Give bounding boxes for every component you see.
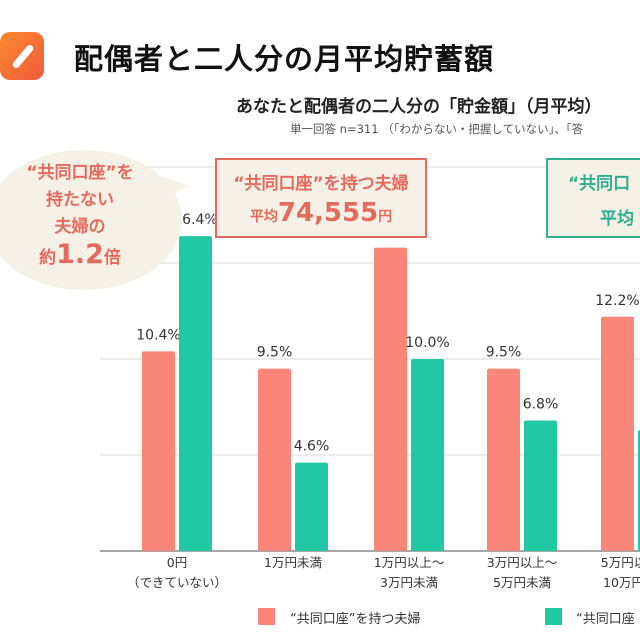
data-label: 16.4%	[173, 212, 217, 228]
x-tick-label: 0円	[167, 555, 187, 570]
x-tick-label: 10万円未満	[603, 575, 640, 590]
data-label: 10.0%	[405, 335, 449, 351]
bubble-suffix: 倍	[103, 248, 121, 268]
legend-swatch-coral	[258, 608, 275, 625]
x-tick-label: 1万円以上～	[374, 555, 444, 570]
bar-teal	[295, 462, 328, 551]
bubble-line3: 夫婦の	[54, 217, 106, 237]
teal-average-box: “共同口 平均	[546, 158, 640, 238]
data-label: 9.5%	[486, 345, 522, 361]
bar-coral	[487, 368, 520, 551]
page-title: 配偶者と二人分の月平均貯蓄額	[74, 42, 495, 76]
coral-box-unit: 円	[378, 209, 393, 225]
coral-box-amount: 74,555	[277, 198, 379, 228]
x-tick-label: 3万円以上～	[487, 555, 557, 570]
bar-coral	[601, 316, 634, 551]
data-label: 10.4%	[136, 327, 180, 343]
teal-box-label: “共同口	[568, 174, 631, 194]
legend-swatch-teal	[545, 608, 562, 625]
x-tick-label: （できていない）	[127, 575, 227, 590]
x-tick-label: 3万円未満	[380, 575, 438, 590]
data-label: 4.6%	[294, 439, 330, 455]
coral-box-prefix: 平均	[249, 209, 278, 225]
chart-subtitle: 単一回答 n=311 （「わからない・把握していない」、「答	[290, 122, 584, 136]
teal-box-prefix: 平均	[600, 209, 634, 229]
bar-teal	[411, 359, 444, 551]
bubble-prefix: 約	[39, 248, 57, 268]
x-tick-label: 5万円以上～	[601, 555, 640, 570]
bar-teal	[179, 236, 212, 551]
coral-box-label: “共同口座”を持つ夫婦	[233, 174, 409, 194]
data-label: 6.8%	[523, 396, 559, 412]
x-tick-label: 5万円未満	[493, 575, 551, 590]
pencil-icon	[0, 32, 44, 80]
bar-coral	[374, 247, 407, 551]
bubble-text: “共同口座”を 持たない 夫婦の 約1.2倍	[0, 160, 160, 272]
bar-coral	[258, 368, 291, 551]
data-label: 9.5%	[257, 345, 293, 361]
x-tick-label: 1万円未満	[264, 555, 322, 570]
bubble-line2: 持たない	[46, 190, 114, 210]
bubble-line1: “共同口座”を	[26, 163, 134, 183]
comparison-bubble	[0, 150, 182, 290]
coral-average-box: “共同口座”を持つ夫婦 平均74,555円	[215, 158, 427, 238]
bar-teal	[524, 420, 557, 551]
data-label: 12.2%	[595, 293, 639, 309]
bubble-tail	[160, 176, 190, 200]
legend-label-coral: “共同口座”を持つ夫婦	[290, 612, 421, 627]
legend-label-teal: “共同口座	[576, 612, 635, 627]
bar-coral	[142, 351, 175, 551]
bubble-ratio: 1.2	[56, 239, 104, 270]
chart-title: あなたと配偶者の二人分の「貯金額」（月平均）	[236, 97, 602, 117]
